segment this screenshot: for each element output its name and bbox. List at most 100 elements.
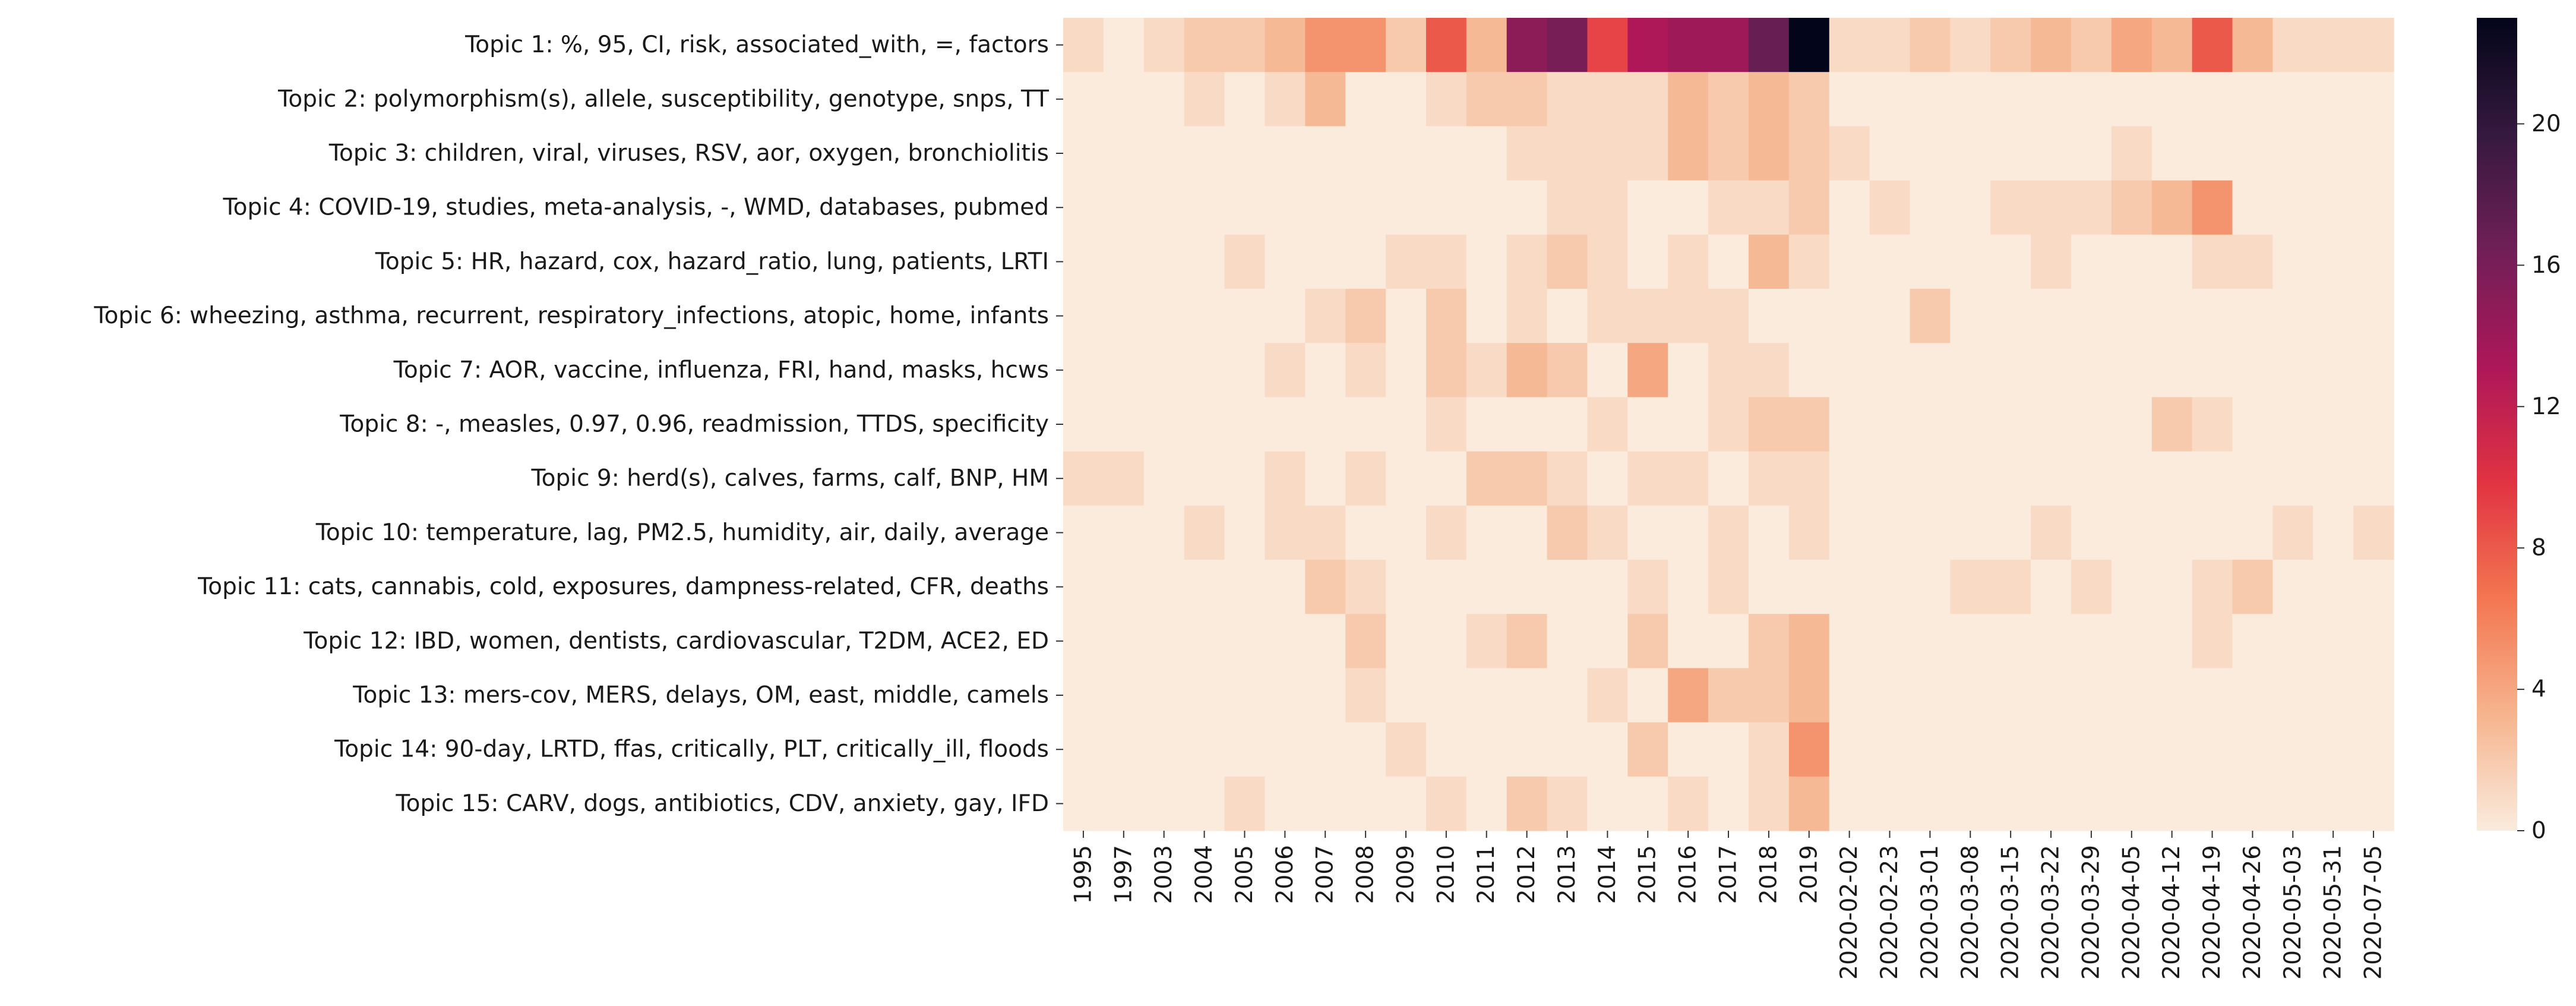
heatmap-cell [1788,72,1830,127]
heatmap-cell [1426,180,1467,235]
heatmap-cell [1829,614,1870,668]
heatmap-cell [1748,343,1790,398]
row-label: Topic 15: CARV, dogs, antibiotics, CDV, … [395,790,1049,817]
heatmap-cell [2071,289,2112,343]
colorbar: 0 4 8 12 16 20 [2477,18,2561,844]
heatmap-cell [1668,289,1709,343]
heatmap-cell [1184,343,1225,398]
heatmap-cell [1829,776,1870,831]
heatmap-cell [1950,722,1991,777]
heatmap-cell [1386,18,1427,72]
heatmap-cell [2111,72,2153,127]
heatmap-cell [2071,180,2112,235]
heatmap-cell [2313,343,2354,398]
heatmap-cell [1184,668,1225,723]
heatmap-cell [1345,668,1386,723]
heatmap-cell [1063,289,1104,343]
heatmap-cell [1386,343,1427,398]
heatmap-cell [1748,180,1790,235]
heatmap-cell [2111,505,2153,560]
heatmap-cell [1224,614,1265,668]
heatmap-cell [2232,505,2273,560]
heatmap-cell [1587,126,1628,181]
heatmap-cell [1265,234,1306,289]
heatmap-cell [2192,18,2233,72]
heatmap-cell [1265,180,1306,235]
heatmap-cell [1950,289,1991,343]
heatmap-cell [1224,397,1265,452]
heatmap-cell [1627,397,1668,452]
heatmap-cell [1224,234,1265,289]
heatmap-cell [1103,289,1145,343]
heatmap-cell [1869,614,1911,668]
heatmap-cell [1063,234,1104,289]
heatmap-cell [1265,126,1306,181]
heatmap-cell [1386,180,1427,235]
heatmap-cell [2151,343,2193,398]
heatmap-cell [1990,72,2031,127]
heatmap-cell [1224,451,1265,506]
column-label: 2016 [1675,845,1702,904]
heatmap-cell [1466,560,1507,614]
heatmap-cell [1829,126,1870,181]
heatmap-cell [1829,451,1870,506]
colorbar-gradient [2477,18,2517,831]
heatmap-cell [2313,505,2354,560]
heatmap-cell [1265,18,1306,72]
heatmap-cell [2353,397,2394,452]
heatmap-cell [2151,614,2193,668]
heatmap-cell [1547,560,1588,614]
heatmap-cell [1386,560,1427,614]
heatmap-cell [2353,180,2394,235]
heatmap-cell [1305,397,1346,452]
heatmap-cell [2071,451,2112,506]
heatmap-cell [1950,18,1991,72]
heatmap-cell [2151,18,2193,72]
heatmap-cell [2031,505,2072,560]
heatmap-cell [1386,126,1427,181]
heatmap-cell [1990,668,2031,723]
heatmap-cell [1950,614,1991,668]
heatmap-cell [1305,72,1346,127]
heatmap-cell [1466,234,1507,289]
heatmap-cell [1708,180,1749,235]
heatmap-cell [1345,343,1386,398]
heatmap-cell [1668,614,1709,668]
column-label: 2019 [1796,845,1822,904]
row-label: Topic 10: temperature, lag, PM2.5, humid… [315,519,1049,546]
row-label: Topic 8: -, measles, 0.97, 0.96, readmis… [339,411,1049,438]
heatmap-cell [1668,668,1709,723]
heatmap-cell [2232,18,2273,72]
column-label: 2020-04-19 [2199,845,2226,980]
row-label: Topic 6: wheezing, asthma, recurrent, re… [93,302,1049,329]
heatmap-cell [1748,72,1790,127]
heatmap-cell [1386,722,1427,777]
heatmap-cell [2031,668,2072,723]
column-label: 1995 [1070,845,1096,904]
column-label: 2005 [1231,845,1258,904]
heatmap-cell [2272,722,2313,777]
heatmap-cell [1506,722,1548,777]
heatmap-cell [1587,180,1628,235]
heatmap-cell [2232,776,2273,831]
heatmap-cell [1829,72,1870,127]
heatmap-cell [1426,668,1467,723]
heatmap-cell [2353,234,2394,289]
heatmap-cell [2192,560,2233,614]
heatmap-cell [1103,343,1145,398]
heatmap-cell [1426,451,1467,506]
heatmap-cell [1547,722,1588,777]
heatmap-cell [1063,343,1104,398]
heatmap-cell [1668,126,1709,181]
heatmap-cell [1386,451,1427,506]
heatmap-cell [1184,180,1225,235]
heatmap-cell [1305,668,1346,723]
heatmap-cell [1426,72,1467,127]
heatmap-cell [1386,234,1427,289]
heatmap-cell [2151,776,2193,831]
heatmap-cell [2071,722,2112,777]
heatmap-cell [1587,776,1628,831]
heatmap-cell [1587,18,1628,72]
heatmap-cell [1950,343,1991,398]
